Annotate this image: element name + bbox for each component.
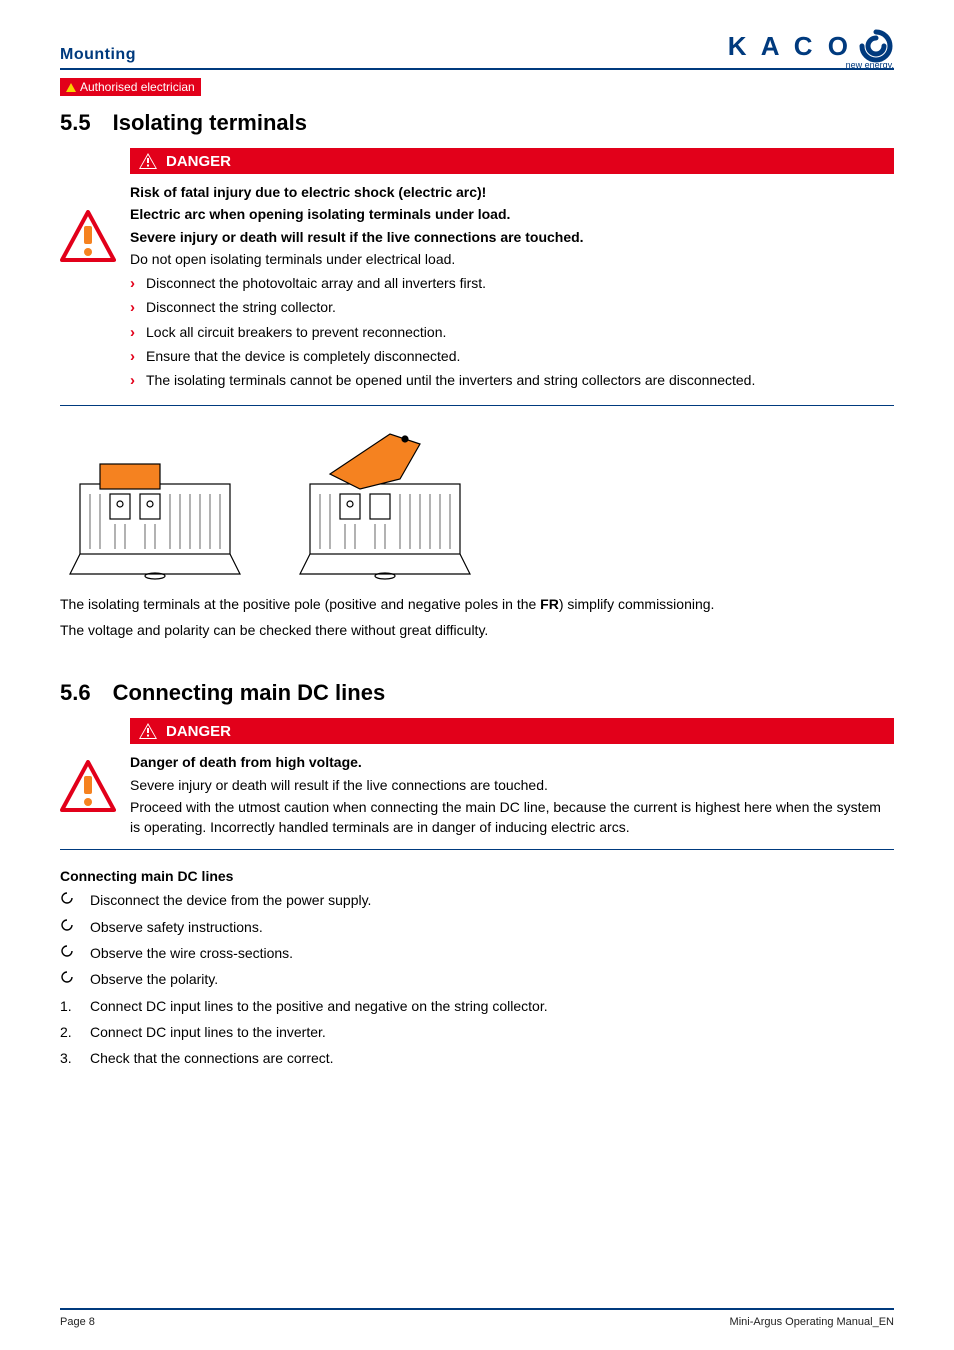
step-text: Disconnect the device from the power sup…: [90, 890, 371, 910]
risk-note: Do not open isolating terminals under el…: [130, 249, 755, 269]
risk-para-1: Severe injury or death will result if th…: [130, 775, 894, 795]
terminal-closed-figure: [60, 424, 260, 584]
section-5-6-heading: 5.6 Connecting main DC lines: [60, 680, 894, 706]
danger-text-block: Risk of fatal injury due to electric sho…: [130, 180, 755, 395]
arc-marker: [60, 917, 80, 937]
logo-swirl-icon: [858, 28, 894, 64]
risk-line-2: Electric arc when opening isolating term…: [130, 204, 755, 224]
arc-marker: [60, 890, 80, 910]
open-circle-icon: [60, 891, 74, 905]
warning-icon: [60, 760, 116, 812]
danger-text-block: Danger of death from high voltage. Sever…: [130, 750, 894, 839]
procedure-title: Connecting main DC lines: [60, 868, 894, 884]
logo-subtitle: new energy.: [846, 60, 894, 70]
danger-triangle-icon: [138, 152, 158, 170]
badge-text: Authorised electrician: [80, 80, 195, 94]
paragraph: The isolating terminals at the positive …: [60, 594, 894, 614]
page: Mounting K A C O new energy. Authorised …: [0, 0, 954, 1350]
procedure-list: Disconnect the device from the power sup…: [60, 890, 894, 1068]
step-text: Connect DC input lines to the inverter.: [90, 1022, 326, 1042]
bullet-item: Ensure that the device is completely dis…: [130, 346, 755, 366]
step-number: 1.: [60, 996, 80, 1016]
step-number: 3.: [60, 1048, 80, 1068]
procedure-prereq: Observe the polarity.: [60, 969, 894, 989]
para-part-c: ) simplify commissioning.: [559, 596, 715, 612]
open-circle-icon: [60, 944, 74, 958]
section-number: 5.5: [60, 110, 91, 136]
paragraph: The voltage and polarity can be checked …: [60, 620, 894, 640]
danger-triangle-icon: [138, 722, 158, 740]
page-header: Mounting K A C O: [60, 28, 894, 70]
risk-line-1: Risk of fatal injury due to electric sho…: [130, 182, 755, 202]
bullet-item: Lock all circuit breakers to prevent rec…: [130, 322, 755, 342]
risk-para-2: Proceed with the utmost caution when con…: [130, 797, 894, 838]
step-text: Observe the wire cross-sections.: [90, 943, 293, 963]
section-title: Connecting main DC lines: [113, 680, 386, 706]
bullet-list: Disconnect the photovoltaic array and al…: [130, 273, 755, 390]
section-title: Isolating terminals: [113, 110, 307, 136]
page-footer: Page 8 Mini-Argus Operating Manual_EN: [60, 1308, 894, 1328]
step-number: 2.: [60, 1022, 80, 1042]
warning-triangle-icon: [66, 83, 76, 92]
step-text: Connect DC input lines to the positive a…: [90, 996, 548, 1016]
procedure-prereq: Observe safety instructions.: [60, 917, 894, 937]
step-text: Check that the connections are correct.: [90, 1048, 334, 1068]
warning-icon: [60, 210, 116, 262]
logo: K A C O: [728, 28, 894, 64]
step-text: Observe safety instructions.: [90, 917, 263, 937]
header-title: Mounting: [60, 46, 136, 64]
bullet-item: The isolating terminals cannot be opened…: [130, 370, 755, 390]
danger-label: DANGER: [166, 153, 231, 170]
risk-line-3: Severe injury or death will result if th…: [130, 227, 755, 247]
logo-text: K A C O: [728, 31, 852, 62]
arc-marker: [60, 969, 80, 989]
bullet-item: Disconnect the string collector.: [130, 297, 755, 317]
procedure-prereq: Disconnect the device from the power sup…: [60, 890, 894, 910]
section-number: 5.6: [60, 680, 91, 706]
figure-row: [60, 424, 894, 584]
open-circle-icon: [60, 918, 74, 932]
procedure-step: 2. Connect DC input lines to the inverter…: [60, 1022, 894, 1042]
danger-label: DANGER: [166, 723, 231, 740]
risk-line-1: Danger of death from high voltage.: [130, 752, 894, 772]
para-part-b: FR: [540, 596, 559, 612]
terminal-open-figure: [290, 424, 490, 584]
danger-bar: DANGER: [130, 718, 894, 744]
section-5-5-heading: 5.5 Isolating terminals: [60, 110, 894, 136]
step-text: Observe the polarity.: [90, 969, 218, 989]
arc-marker: [60, 943, 80, 963]
para-part-a: The isolating terminals at the positive …: [60, 596, 540, 612]
bullet-item: Disconnect the photovoltaic array and al…: [130, 273, 755, 293]
danger-bar: DANGER: [130, 148, 894, 174]
footer-right: Mini-Argus Operating Manual_EN: [730, 1316, 894, 1328]
authorised-electrician-badge: Authorised electrician: [60, 78, 201, 96]
procedure-step: 1. Connect DC input lines to the positive…: [60, 996, 894, 1016]
open-circle-icon: [60, 970, 74, 984]
procedure-step: 3. Check that the connections are correct…: [60, 1048, 894, 1068]
procedure-prereq: Observe the wire cross-sections.: [60, 943, 894, 963]
footer-left: Page 8: [60, 1316, 95, 1328]
